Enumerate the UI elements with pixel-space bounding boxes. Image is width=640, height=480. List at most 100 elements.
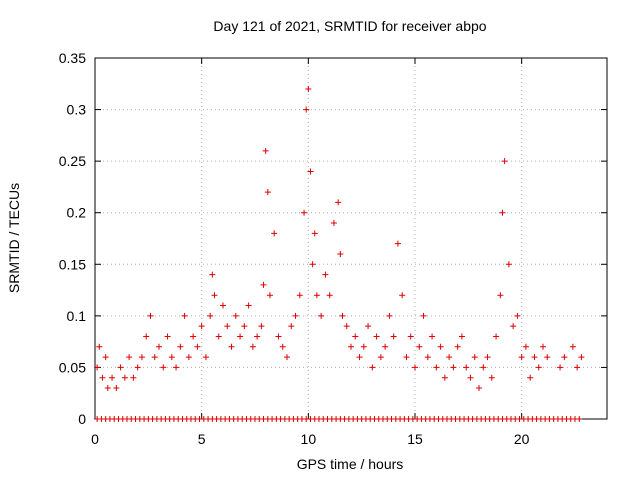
y-axis-ticks: 0 0.05 0.1 0.15 0.2 0.25 0.3 0.35 — [59, 50, 607, 427]
data-point — [130, 374, 137, 381]
data-point — [275, 333, 282, 340]
data-point — [264, 189, 271, 196]
data-point — [335, 199, 342, 206]
data-point — [412, 364, 418, 371]
data-point — [207, 312, 214, 319]
data-point — [561, 354, 568, 361]
data-point — [522, 343, 529, 350]
data-point — [535, 364, 542, 371]
chart-title: Day 121 of 2021, SRMTID for receiver abp… — [213, 18, 486, 34]
data-point — [569, 343, 576, 350]
data-point — [578, 354, 585, 361]
data-point — [454, 343, 461, 350]
data-point — [484, 354, 491, 361]
data-point — [476, 385, 482, 392]
data-point — [493, 333, 500, 340]
data-point — [198, 323, 205, 330]
data-point — [531, 354, 538, 361]
data-point — [352, 333, 359, 340]
data-point — [369, 364, 376, 371]
data-point — [113, 385, 120, 392]
data-point — [215, 333, 222, 340]
data-point — [394, 240, 401, 247]
data-point — [260, 281, 267, 288]
data-point — [94, 364, 101, 371]
data-point — [497, 292, 504, 299]
data-point — [339, 312, 346, 319]
data-point — [518, 354, 525, 361]
y-tick-label: 0.05 — [59, 359, 86, 375]
data-point — [318, 312, 325, 319]
data-point — [138, 354, 145, 361]
data-point — [160, 364, 167, 371]
data-point — [96, 343, 103, 350]
data-point — [99, 374, 106, 381]
data-point — [450, 364, 457, 371]
data-point — [313, 292, 320, 299]
data-point — [194, 343, 201, 350]
data-point — [168, 354, 175, 361]
data-point — [177, 343, 184, 350]
data-point — [540, 343, 546, 350]
data-point — [245, 302, 252, 309]
data-point — [121, 374, 128, 381]
y-tick-label: 0.35 — [59, 50, 86, 66]
data-point — [343, 323, 350, 330]
data-point — [151, 354, 158, 361]
data-point — [330, 220, 337, 227]
data-point — [576, 416, 583, 422]
data-point — [241, 323, 248, 330]
y-tick-label: 0.2 — [67, 205, 87, 221]
data-point — [373, 333, 380, 340]
data-point — [337, 250, 344, 257]
data-point — [254, 333, 261, 340]
data-point — [190, 333, 197, 340]
data-point — [262, 147, 269, 154]
data-point — [544, 354, 551, 361]
x-axis-label: GPS time / hours — [297, 456, 404, 472]
x-tick-label: 10 — [301, 431, 317, 447]
plot-frame — [94, 57, 608, 420]
data-point — [467, 374, 474, 381]
data-point — [424, 354, 431, 361]
data-point — [147, 312, 154, 319]
data-point — [232, 312, 239, 319]
data-point — [181, 312, 188, 319]
data-point — [220, 302, 226, 309]
data-point — [117, 364, 124, 371]
data-point — [292, 312, 299, 319]
data-point — [463, 364, 470, 371]
data-point — [399, 292, 406, 299]
data-point — [311, 230, 318, 237]
data-point — [403, 354, 410, 361]
data-point — [501, 158, 508, 165]
x-axis-ticks: 0 5 10 15 20 — [91, 58, 530, 447]
data-point — [416, 343, 423, 350]
data-point — [134, 364, 141, 371]
data-point — [284, 354, 290, 361]
y-tick-label: 0.15 — [59, 256, 86, 272]
data-point — [164, 333, 171, 340]
data-point — [458, 333, 465, 340]
data-point — [480, 364, 487, 371]
grid-lines — [95, 58, 607, 419]
data-point — [309, 261, 316, 268]
data-point — [356, 354, 363, 361]
data-point — [377, 354, 384, 361]
data-point — [382, 343, 389, 350]
data-point — [514, 312, 521, 319]
data-point — [499, 209, 506, 216]
data-point — [102, 354, 109, 361]
y-tick-label: 0.3 — [67, 102, 87, 118]
data-point — [224, 323, 231, 330]
data-point — [303, 106, 310, 113]
y-tick-label: 0 — [78, 411, 86, 427]
data-point — [437, 343, 444, 350]
data-point — [173, 364, 180, 371]
data-point — [441, 374, 448, 381]
data-point — [266, 292, 273, 299]
data-point — [471, 354, 478, 361]
data-point — [279, 343, 286, 350]
data-point — [143, 333, 150, 340]
